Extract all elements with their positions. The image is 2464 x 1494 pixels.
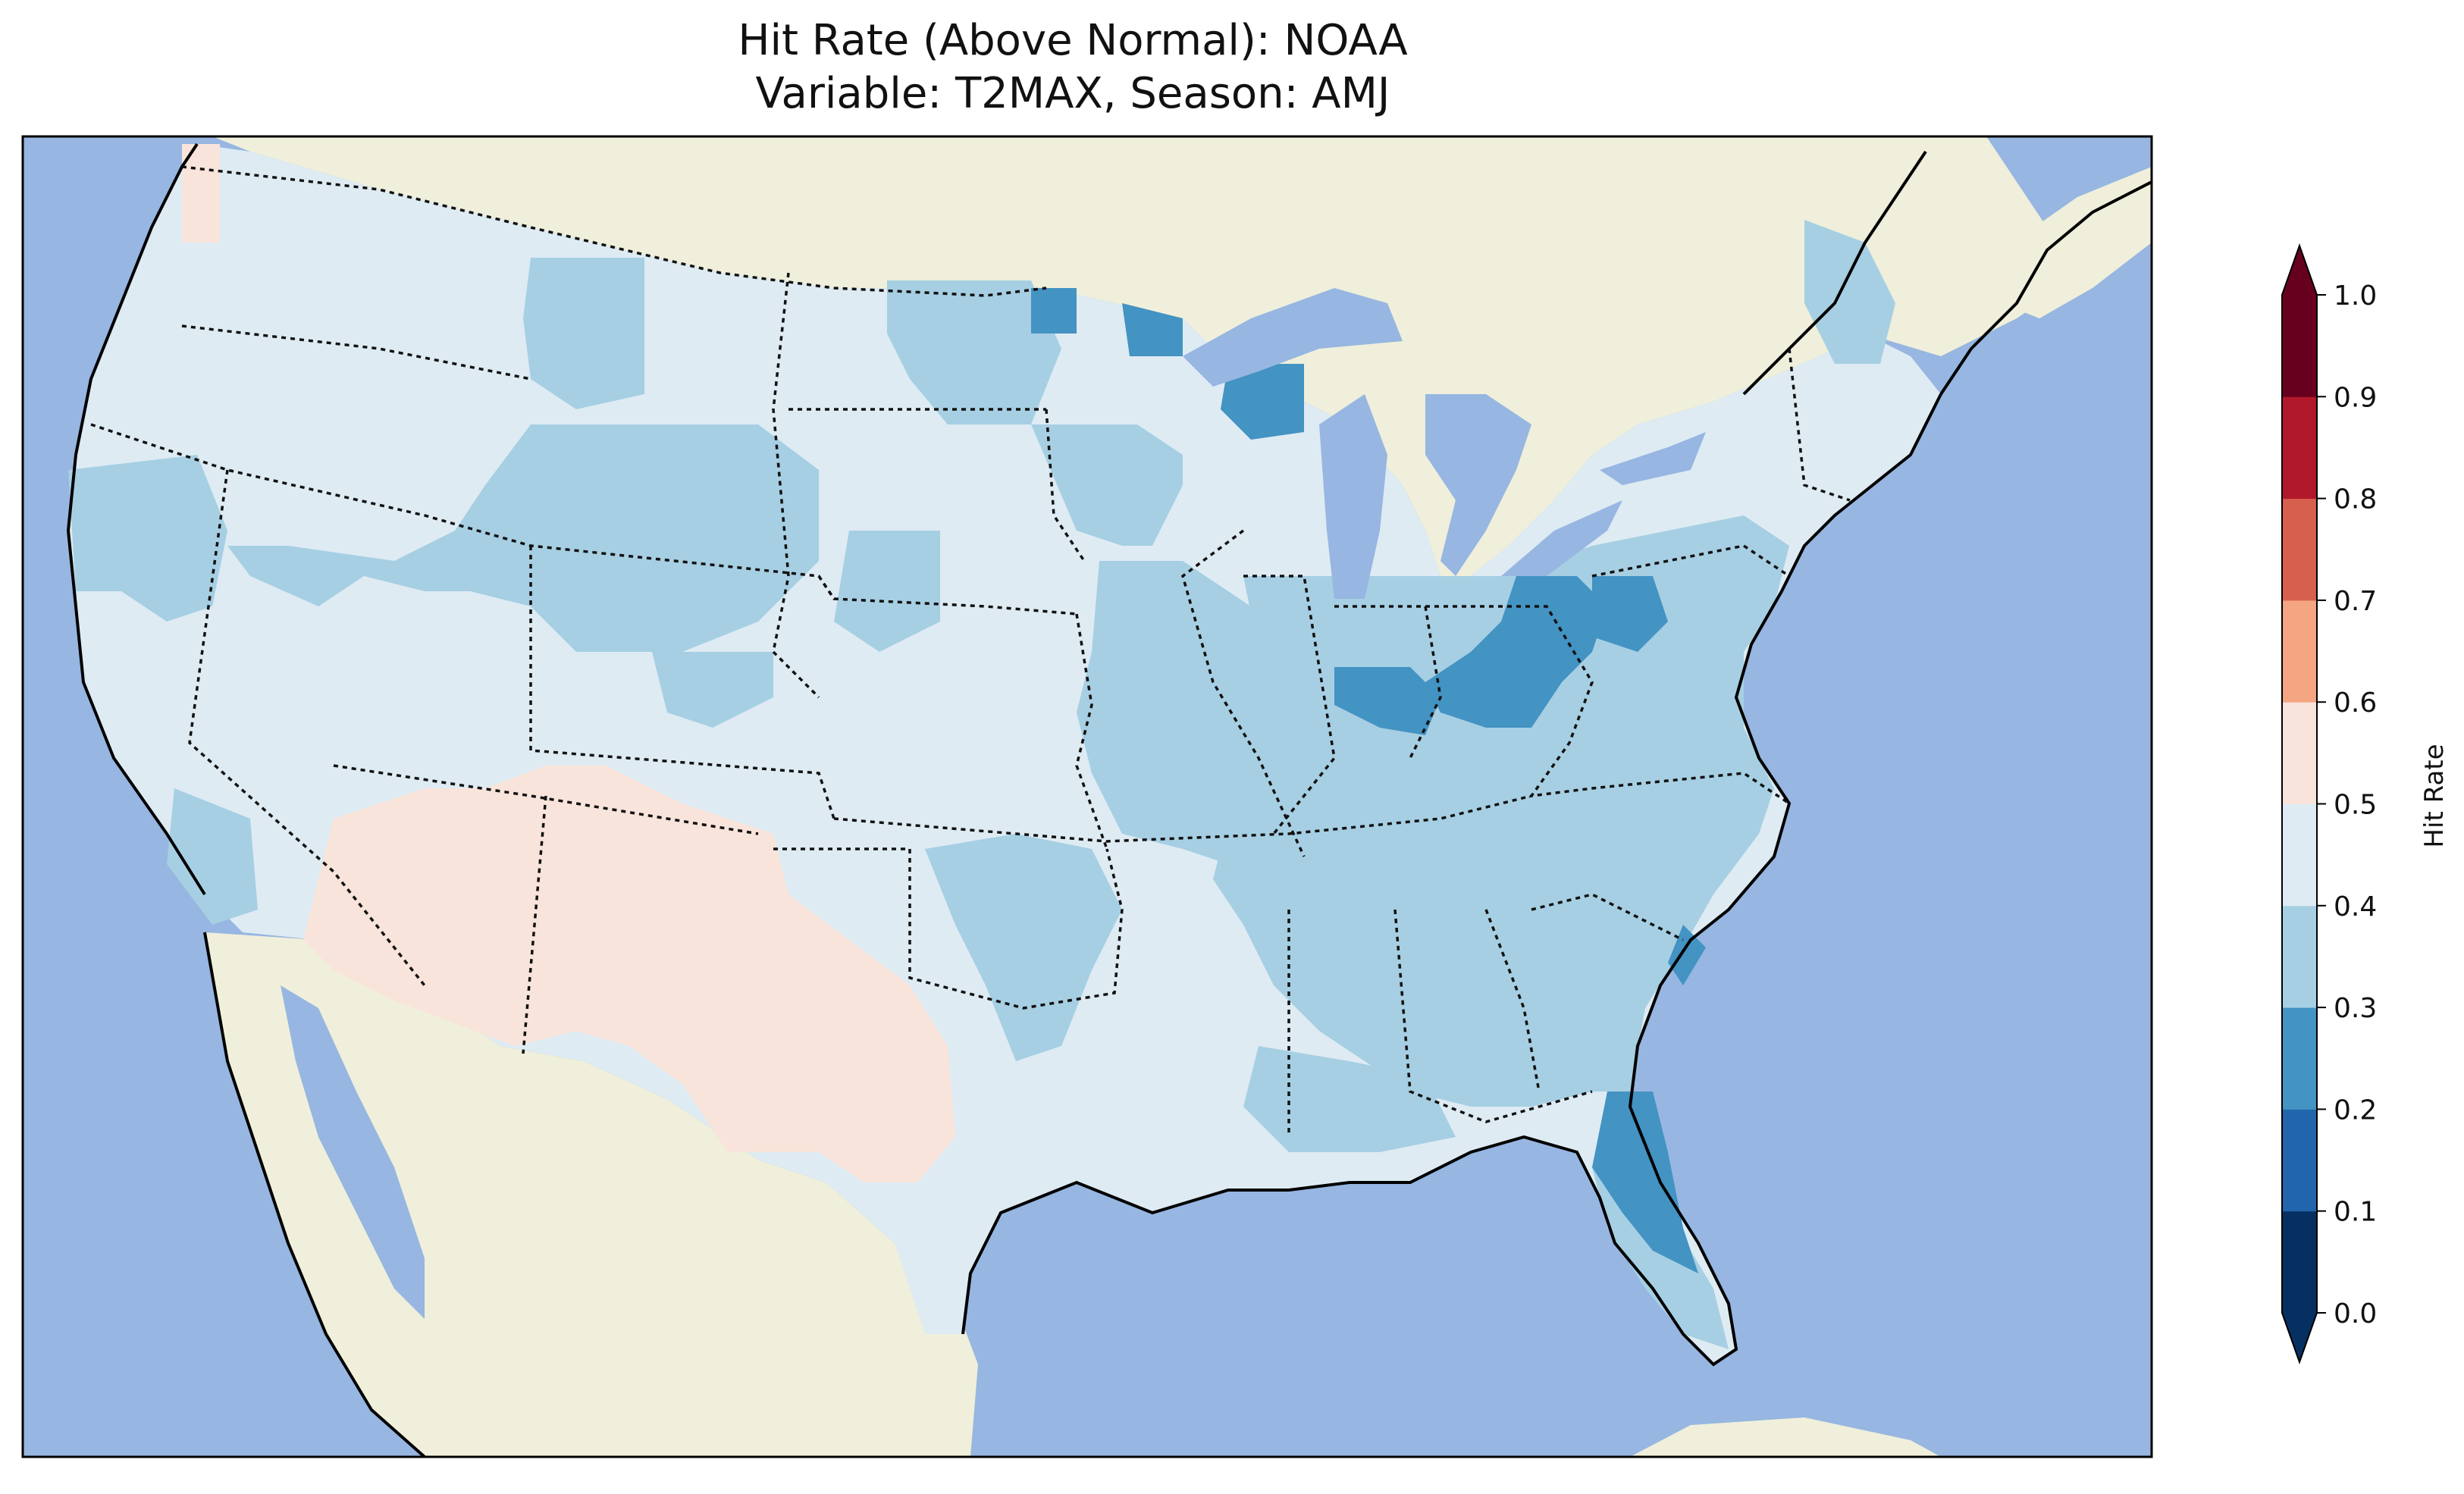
map-title: Hit Rate (Above Normal): NOAA	[738, 16, 1408, 65]
colorbar-extend-max	[2282, 246, 2317, 295]
southwest-region	[303, 766, 955, 1182]
colorbar-segment	[2282, 295, 2317, 397]
colorbar-tick-label: 0.2	[2334, 1095, 2377, 1126]
colorbar-tick-label: 0.9	[2334, 382, 2377, 413]
colorbar-segment	[2282, 1109, 2317, 1212]
colorbar-extend-min	[2282, 1313, 2317, 1362]
colorbar-tick-label: 0.3	[2334, 993, 2377, 1024]
colorbar-tick-label: 1.0	[2334, 280, 2377, 312]
state-borders	[90, 165, 1851, 1137]
colorbar-segment	[2282, 702, 2317, 804]
colorbar-tick-label: 0.1	[2334, 1197, 2377, 1228]
coastlines	[66, 143, 2152, 1457]
colorbar-segment	[2282, 396, 2317, 500]
colorbar-segment	[2282, 905, 2317, 1008]
cuba-land	[1630, 1417, 1941, 1457]
washington-coast-patch	[182, 144, 220, 243]
colorbar-segment	[2282, 498, 2317, 601]
colorbar-segment	[2282, 1211, 2317, 1314]
great-lakes	[1183, 288, 1706, 599]
canada-land	[23, 136, 2062, 576]
map-area	[23, 136, 2152, 1457]
colorbar-label: Hit Rate	[2419, 744, 2450, 847]
map-frame	[21, 135, 2153, 1458]
colorbar-tick-label: 0.6	[2334, 687, 2377, 719]
colorbar: 0.0 0.1 0.2 0.3 0.4 0.5 0.6 0.7 0.8 0.9 1.0	[2281, 243, 2377, 1364]
low-hit-regions	[1031, 288, 1706, 1273]
colorbar-segment	[2282, 600, 2317, 703]
colorbar-tick-label: 0.4	[2334, 891, 2377, 922]
colorbar-tick-label: 0.8	[2334, 484, 2377, 515]
map-subtitle: Variable: T2MAX, Season: AMJ	[755, 69, 1390, 118]
colorbar-segment	[2282, 1007, 2317, 1110]
maritime-land	[2002, 167, 2152, 318]
gulf-of-california	[281, 985, 425, 1319]
colorbar-tick-label: 0.0	[2334, 1298, 2377, 1330]
colorbar-segment	[2282, 803, 2317, 907]
mexico-land	[205, 932, 978, 1457]
colorbar-tick-label: 0.7	[2334, 586, 2377, 617]
colorbar-tick-label: 0.5	[2334, 790, 2377, 821]
